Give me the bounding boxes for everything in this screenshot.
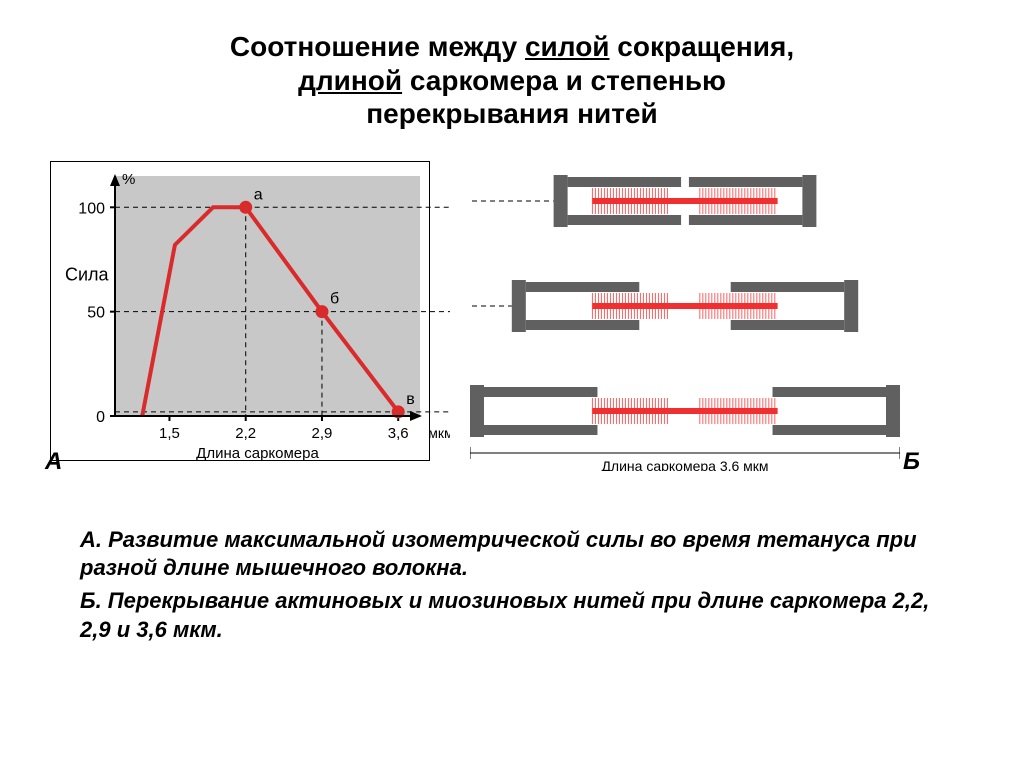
svg-text:3,6: 3,6 — [388, 425, 409, 442]
caption: А. Развитие максимальной изометрической … — [80, 526, 944, 644]
svg-text:50: 50 — [87, 304, 105, 321]
svg-text:в: в — [406, 391, 415, 408]
figure-row: 0 50 100% 1,5 2,2 2,9 3,6 мкм а б в Сила Длина сарко… — [50, 161, 1004, 471]
svg-text:Длина саркомера 3,6 мкм: Длина саркомера 3,6 мкм — [601, 458, 768, 471]
svg-text:0: 0 — [96, 409, 105, 426]
page-title: Соотношение между силой сокращения, длин… — [80, 30, 944, 131]
panel-label-b: Б — [903, 448, 920, 476]
svg-text:б: б — [330, 290, 339, 307]
chart-panel: 0 50 100% 1,5 2,2 2,9 3,6 мкм а б в Сила Длина сарко… — [50, 161, 450, 471]
sarcomere-diagram — [470, 171, 900, 231]
svg-text:Длина саркомера: Длина саркомера — [196, 445, 319, 462]
svg-text:2,2: 2,2 — [235, 425, 256, 442]
svg-text:2,9: 2,9 — [312, 425, 333, 442]
svg-text:1,5: 1,5 — [159, 425, 180, 442]
svg-text:100: 100 — [78, 200, 105, 217]
sarcomere-diagram — [470, 276, 900, 336]
caption-a: А. Развитие максимальной изометрической … — [80, 526, 944, 583]
sarcomere-panel: Б Длина саркомера 3,6 мкм — [470, 171, 900, 471]
caption-b: Б. Перекрывание актиновых и миозиновых н… — [80, 587, 944, 644]
sarcomere-diagram: Длина саркомера 3,6 мкм — [470, 381, 900, 471]
svg-text:мкм: мкм — [428, 425, 450, 441]
force-length-chart: 0 50 100% 1,5 2,2 2,9 3,6 мкм а б в Сила Длина сарко… — [50, 161, 450, 466]
svg-text:%: % — [122, 171, 135, 188]
panel-label-a: А — [45, 448, 62, 476]
svg-text:а: а — [254, 186, 263, 203]
svg-text:Сила: Сила — [65, 264, 110, 284]
